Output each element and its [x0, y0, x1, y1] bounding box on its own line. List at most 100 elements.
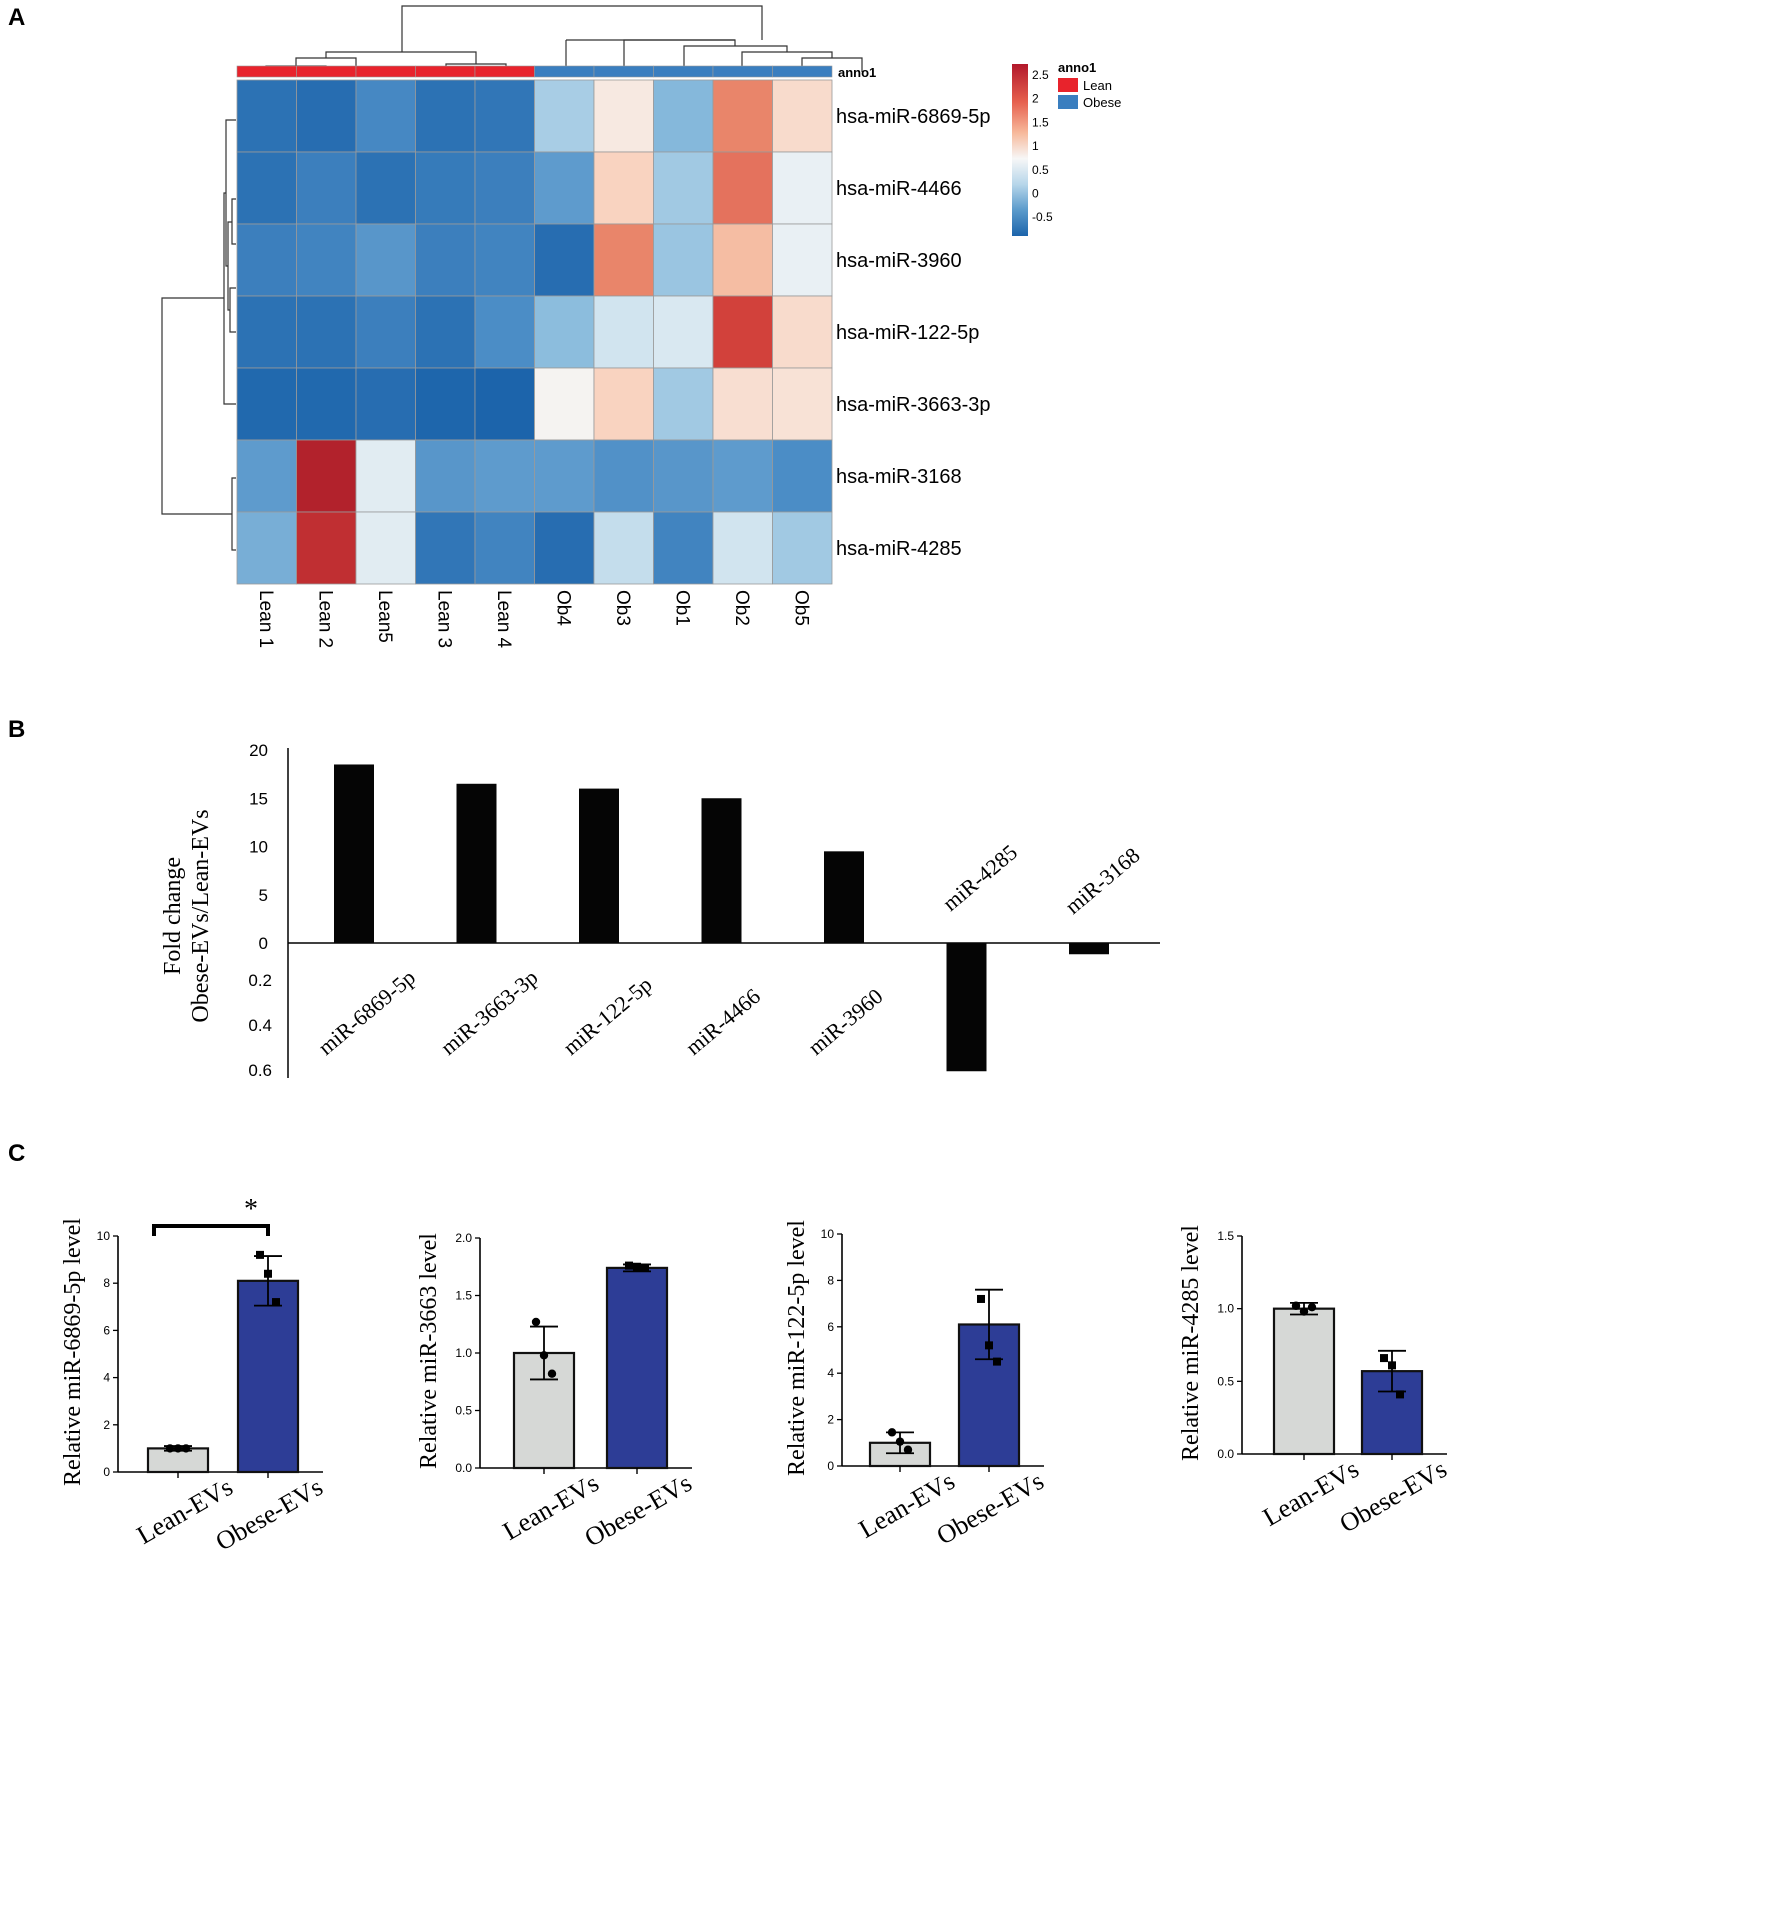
heatmap-row-label: hsa-miR-4285 [836, 538, 962, 560]
panel-label-c: C [8, 1140, 26, 1167]
heatmap-cell [653, 223, 714, 297]
data-point [1396, 1390, 1404, 1399]
data-point [539, 1351, 549, 1360]
colorbar-tick-label: 2.5 [1032, 68, 1049, 82]
y-axis-label-line2: Obese-EVs/Lean-EVs [188, 809, 214, 1022]
heatmap-cell [355, 295, 416, 369]
y-tick-label: 0.0 [455, 1461, 472, 1475]
colorbar-tick-label: 0 [1032, 187, 1039, 201]
heatmap-cell [653, 151, 714, 225]
legend-label: Obese [1083, 95, 1121, 110]
heatmap-row-label: hsa-miR-3663-3p [836, 394, 991, 416]
heatmap-row-label: hsa-miR-4466 [836, 178, 962, 200]
fold-change-bar [1069, 943, 1109, 955]
category-label: miR-4466 [681, 983, 765, 1060]
heatmap-cell [236, 439, 297, 513]
annotation-cell [415, 65, 476, 78]
heatmap-cell [593, 511, 654, 585]
heatmap-cell [653, 439, 714, 513]
heatmap-cell [236, 223, 297, 297]
data-point [173, 1444, 183, 1453]
colorbar [1012, 64, 1028, 236]
data-point [1291, 1301, 1301, 1310]
data-point [1380, 1354, 1388, 1363]
y-tick-label: 10 [97, 1229, 111, 1243]
heatmap-column-label: Ob5 [790, 590, 811, 626]
y-tick-label: 8 [103, 1276, 110, 1290]
y-tick-label: 10 [249, 838, 268, 857]
heatmap-cell [712, 511, 773, 585]
heatmap-cell [415, 151, 476, 225]
heatmap-cell [236, 511, 297, 585]
heatmap-row-label: hsa-miR-3168 [836, 466, 962, 488]
panel-label-a: A [8, 4, 26, 31]
y-axis-label: Relative miR-3663 level [416, 1233, 442, 1469]
y-tick-label: 0.5 [1217, 1374, 1234, 1388]
heatmap-cell [474, 439, 535, 513]
fold-change-bar [946, 943, 987, 1072]
heatmap-cell [236, 151, 297, 225]
heatmap-row-label: hsa-miR-3960 [836, 250, 962, 272]
category-label: miR-4285 [938, 839, 1022, 916]
heatmap-cell [236, 367, 297, 441]
fold-change-bar [701, 798, 742, 943]
heatmap-cell [593, 295, 654, 369]
category-label: miR-6869-5p [313, 964, 420, 1059]
colorbar-tick-label: 1.5 [1032, 115, 1049, 129]
heatmap-cell [415, 511, 476, 585]
heatmap-cell [593, 439, 654, 513]
data-point [985, 1341, 993, 1350]
heatmap-cell [593, 367, 654, 441]
y-tick-label: 0.6 [248, 1061, 272, 1080]
heatmap-cell [415, 367, 476, 441]
heatmap-cell [236, 79, 297, 153]
y-tick-label: 10 [821, 1227, 835, 1241]
category-label: miR-3168 [1060, 842, 1144, 919]
heatmap-column-label: Lean 4 [493, 590, 514, 649]
colorbar-tick-label: -0.5 [1032, 210, 1053, 224]
heatmap-column-label: Ob4 [552, 590, 573, 626]
heatmap-cell [712, 295, 773, 369]
legend-label: Lean [1083, 78, 1112, 93]
y-tick-label: 0 [259, 934, 268, 953]
heatmap-cell [712, 439, 773, 513]
heatmap-row-label: hsa-miR-122-5p [836, 322, 979, 344]
heatmap-cell [296, 79, 357, 153]
heatmap-row-labels: hsa-miR-6869-5p hsa-miR-4466 hsa-miR-3960 h… [836, 106, 991, 560]
y-tick-label: 0.2 [248, 971, 272, 990]
y-axis-label: Relative miR-6869-5p level [60, 1218, 86, 1486]
lean-evs-bar [1272, 1307, 1336, 1456]
heatmap-cell [534, 79, 595, 153]
heatmap-cell [415, 223, 476, 297]
heatmap-cell [355, 511, 416, 585]
data-point [1307, 1303, 1317, 1312]
data-point [1388, 1361, 1396, 1370]
heatmap-cell [593, 223, 654, 297]
heatmap-cell [534, 295, 595, 369]
y-tick-labels: 20 15 10 5 0 0.2 0.4 0.6 [248, 741, 272, 1080]
y-axis-label-line1: Fold change [160, 857, 186, 975]
heatmap-cell [474, 367, 535, 441]
heatmap-column-label: Lean 1 [255, 590, 276, 648]
heatmap-cell [712, 223, 773, 297]
annotation-bar [236, 65, 833, 78]
heatmap-cell [296, 151, 357, 225]
heatmap-cell [474, 79, 535, 153]
heatmap-cell [593, 79, 654, 153]
heatmap-cell [474, 223, 535, 297]
annotation-cell [296, 65, 357, 78]
fold-change-bar [456, 783, 497, 943]
bars [334, 764, 1109, 1072]
heatmap-cell [534, 223, 595, 297]
y-tick-label: 4 [103, 1371, 110, 1385]
data-point [272, 1298, 280, 1307]
significance-marker: * [244, 1194, 258, 1225]
heatmap-cell [772, 295, 833, 369]
legend-swatch [1058, 78, 1078, 92]
fold-change-bar [334, 764, 374, 943]
heatmap-cell [474, 295, 535, 369]
heatmap-cell [534, 511, 595, 585]
fold-change-bar [579, 788, 619, 943]
